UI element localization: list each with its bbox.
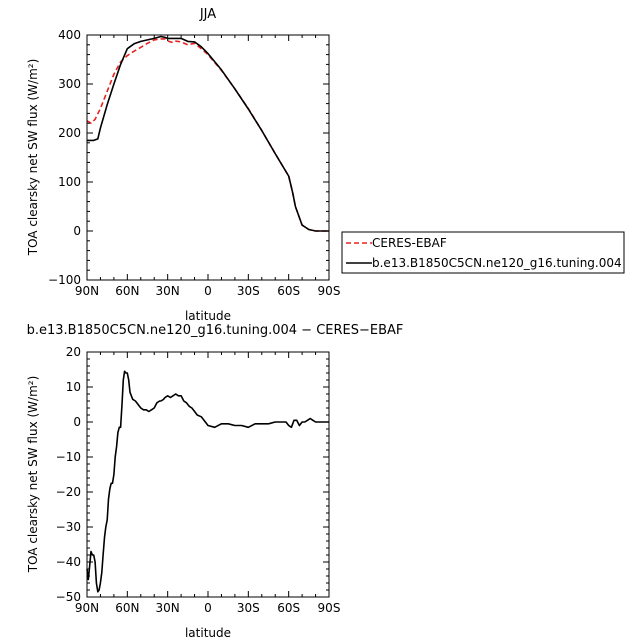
legend: CERES-EBAF b.e13.B1850C5CN.ne120_g16.tun… <box>341 231 625 274</box>
panel-top-lines <box>86 35 329 232</box>
panel-top-ticks: 90N 60N 30N 0 30S 60S 90S −100 0 100 200 300 400 <box>48 28 340 298</box>
panel-top-x-tick-label: 60S <box>277 284 300 298</box>
panel-top-x-tick-label: 60N <box>115 284 139 298</box>
panel-bottom-lines <box>86 370 329 593</box>
panel-bottom-x-tick-label: 60S <box>277 601 300 615</box>
panel-bottom-series-1-line <box>86 370 329 593</box>
panel-bottom-title: b.e13.B1850C5CN.ne120_g16.tuning.004 − C… <box>27 323 404 338</box>
panel-bottom-y-tick-label: 0 <box>73 415 81 429</box>
panel-bottom-y-tick-label: 10 <box>66 380 81 394</box>
panel-bottom-x-tick-label: 30S <box>237 601 260 615</box>
panel-top-ylabel: TOA clearsky net SW flux (W/m²) <box>26 59 40 257</box>
panel-bottom: b.e13.B1850C5CN.ne120_g16.tuning.004 − C… <box>26 323 403 640</box>
panel-top: JJA 90N 60N 30N 0 30S 60S 90S −100 0 100 200 300 400… <box>26 7 625 323</box>
panel-top-x-tick-label: 0 <box>204 284 212 298</box>
panel-top-x-tick-label: 30N <box>156 284 180 298</box>
legend-box <box>341 231 625 274</box>
panel-top-series-2-line <box>87 35 329 232</box>
panel-bottom-y-tick-label: −20 <box>56 485 81 499</box>
legend-label-model: b.e13.B1850C5CN.ne120_g16.tuning.004 <box>372 256 622 270</box>
panel-bottom-x-tick-label: 90N <box>75 601 99 615</box>
panel-bottom-y-tick-label: 20 <box>66 345 81 359</box>
panel-bottom-y-tick-label: −10 <box>56 450 81 464</box>
panel-top-y-tick-label: 400 <box>58 28 81 42</box>
panel-bottom-y-tick-label: −40 <box>56 555 81 569</box>
panel-bottom-x-tick-label: 30N <box>156 601 180 615</box>
panel-top-y-tick-label: 100 <box>58 175 81 189</box>
panel-top-xlabel: latitude <box>185 309 231 323</box>
panel-top-x-tick-label: 30S <box>237 284 260 298</box>
panel-top-x-tick-label: 90S <box>318 284 341 298</box>
panel-top-y-tick-label: −100 <box>48 273 81 287</box>
panel-top-x-tick-label: 90N <box>75 284 99 298</box>
panel-bottom-ticks: 90N 60N 30N 0 30S 60S 90S −50 −40 −30 −20 −10 0 10 20 <box>56 345 341 615</box>
legend-label-ceres: CERES-EBAF <box>372 236 447 250</box>
panel-bottom-y-tick-label: −30 <box>56 520 81 534</box>
panel-bottom-x-tick-label: 0 <box>204 601 212 615</box>
panel-bottom-x-tick-label: 90S <box>318 601 341 615</box>
panel-top-y-tick-label: 0 <box>73 224 81 238</box>
panel-bottom-ylabel: TOA clearsky net SW flux (W/m²) <box>26 376 40 574</box>
panel-top-y-tick-label: 300 <box>58 77 81 91</box>
panel-top-title: JJA <box>199 7 216 22</box>
panel-bottom-y-tick-label: −50 <box>56 590 81 604</box>
panel-top-y-tick-label: 200 <box>58 126 81 140</box>
panel-bottom-xlabel: latitude <box>185 626 231 640</box>
panel-bottom-x-tick-label: 60N <box>115 601 139 615</box>
